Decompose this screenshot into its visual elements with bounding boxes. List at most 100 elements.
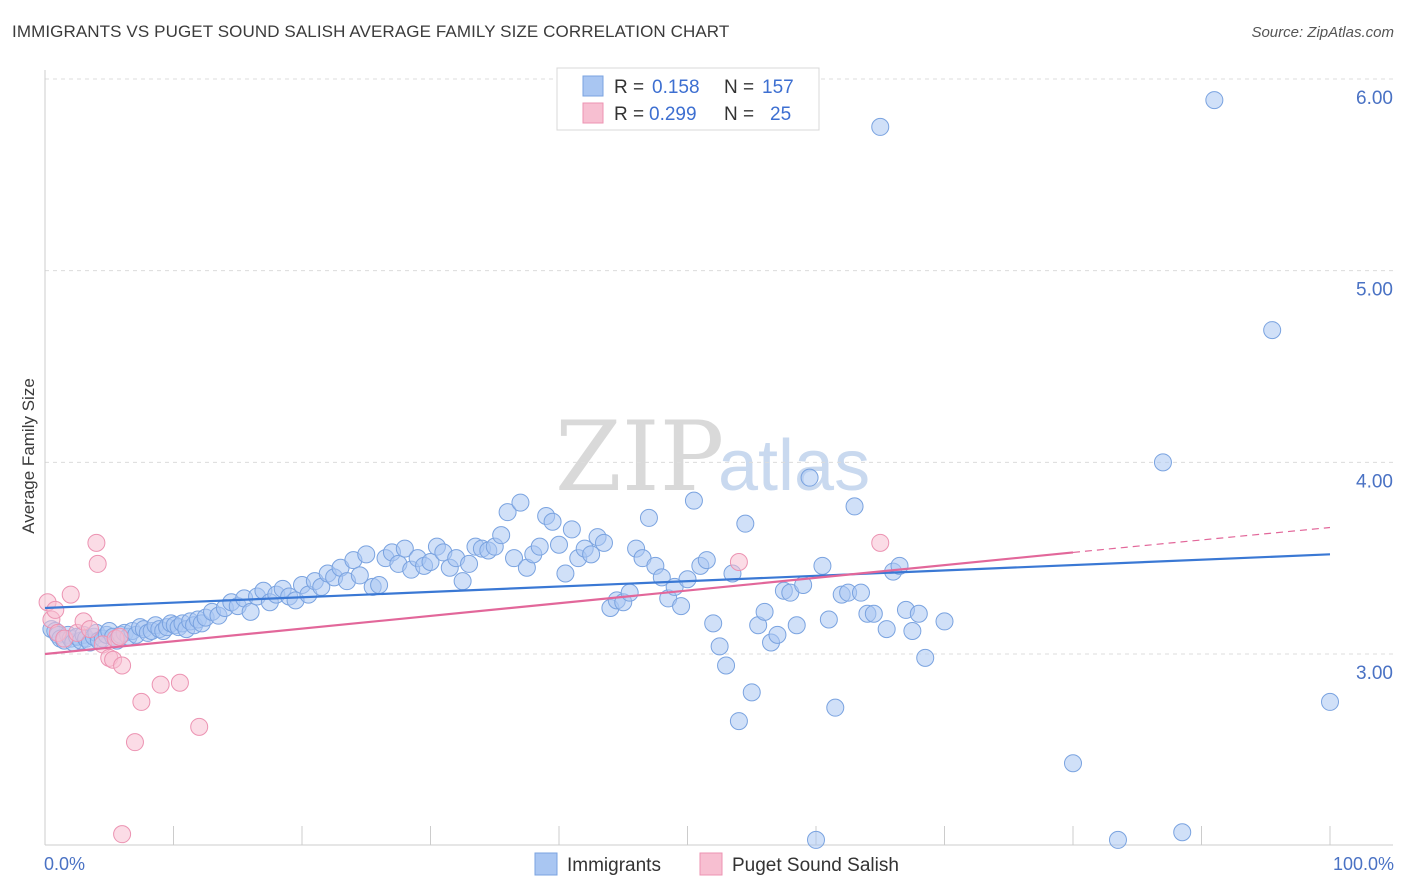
scatter-point <box>170 673 189 692</box>
scatter-point <box>498 503 517 522</box>
y-tick-label: 3.00 <box>1356 663 1393 684</box>
scatter-point <box>710 637 729 656</box>
legend-n-label: N = <box>724 104 754 125</box>
scatter-point <box>113 825 132 844</box>
legend-r-label: R = <box>614 104 644 125</box>
scatter-point <box>935 612 954 631</box>
scatter-point <box>511 493 530 512</box>
y-axis-label: Average Family Size <box>19 378 38 534</box>
scatter-point <box>864 604 883 623</box>
x-tick-labels: 0.0% 100.0% <box>44 854 1394 874</box>
y-tick-label: 5.00 <box>1356 280 1393 301</box>
scatter-point <box>190 717 209 736</box>
scatter-point <box>639 508 658 527</box>
scatter-point <box>1173 823 1192 842</box>
scatter-point <box>909 604 928 623</box>
scatter-point <box>132 692 151 711</box>
scatter-point <box>755 602 774 621</box>
scatter-point <box>151 675 170 694</box>
scatter-point <box>113 656 132 675</box>
scatter-point <box>729 553 748 571</box>
scatter-point <box>241 602 260 621</box>
scatter-point <box>787 616 806 635</box>
scatter-point <box>80 620 99 639</box>
scatter-point <box>800 468 819 487</box>
scatter-point <box>845 497 864 516</box>
scatter-point <box>453 572 472 591</box>
legend-n-value: 25 <box>770 104 791 125</box>
legend-swatch-immigrants <box>582 75 604 97</box>
scatter-point <box>704 614 723 633</box>
scatter-point <box>871 117 890 136</box>
bottom-legend-label-puget-sound-salish: Puget Sound Salish <box>732 855 899 876</box>
scatter-point <box>903 622 922 640</box>
scatter-point <box>550 535 568 554</box>
scatter-point <box>697 551 716 570</box>
series-immigrants-points <box>42 91 1339 849</box>
scatter-point <box>916 648 935 667</box>
legend-n-value: 157 <box>762 77 794 98</box>
scatter-point <box>357 545 376 564</box>
legend-n-label: N = <box>724 77 754 98</box>
x-tick-label-max: 100.0% <box>1333 854 1394 874</box>
scatter-point <box>492 526 511 545</box>
scatter-point <box>826 698 845 717</box>
source-credit: Source: ZipAtlas.com <box>1251 24 1394 41</box>
legend-r-value: 0.158 <box>652 77 700 98</box>
scatter-point <box>88 554 107 573</box>
scatter-point <box>562 520 581 539</box>
scatter-point <box>678 570 697 589</box>
scatter-point <box>851 583 870 602</box>
scatter-point <box>582 545 601 564</box>
scatter-point <box>530 537 549 556</box>
scatter-point <box>813 556 832 575</box>
y-tick-labels: 3.00 4.00 5.00 6.00 <box>1356 88 1393 684</box>
scatter-point <box>1064 754 1082 773</box>
trend-line <box>44 553 1331 610</box>
y-tick-label: 4.00 <box>1356 471 1393 492</box>
scatter-point <box>421 553 440 571</box>
scatter-point <box>1263 321 1282 340</box>
scatter-point <box>1108 830 1127 849</box>
scatter-point <box>505 549 524 568</box>
y-tick-label: 6.00 <box>1356 88 1393 109</box>
scatter-point <box>871 533 890 552</box>
scatter-point <box>1205 91 1224 110</box>
scatter-point <box>370 576 389 594</box>
scatter-point <box>819 610 838 629</box>
scatter-point <box>1321 692 1339 711</box>
scatter-point <box>395 539 414 558</box>
bottom-legend-swatch-puget-sound-salish <box>699 852 723 876</box>
scatter-point <box>61 585 80 604</box>
scatter-point <box>807 830 825 849</box>
bottom-legend-swatch-immigrants <box>534 852 558 876</box>
scatter-point <box>350 566 369 585</box>
chart-title: IMMIGRANTS VS PUGET SOUND SALISH AVERAGE… <box>12 22 730 41</box>
x-tick-label-min: 0.0% <box>44 854 85 874</box>
scatter-point <box>594 533 613 552</box>
watermark: ZIP atlas <box>555 401 870 513</box>
trend-line <box>44 551 1074 656</box>
scatter-point <box>556 564 575 583</box>
axes <box>44 70 1393 846</box>
scatter-point <box>717 656 736 675</box>
bottom-legend-label-immigrants: Immigrants <box>567 855 661 876</box>
scatter-point <box>110 627 129 646</box>
trend-lines <box>44 526 1331 656</box>
legend-swatch-puget-sound-salish <box>582 102 604 124</box>
scatter-point <box>736 514 755 533</box>
legend-r-value: 0.299 <box>649 104 697 125</box>
scatter-point <box>672 597 691 616</box>
scatter-point <box>729 712 748 731</box>
series-puget-sound-salish-points <box>38 533 890 844</box>
scatter-point <box>768 625 787 644</box>
scatter-point <box>684 491 703 510</box>
scatter-point <box>46 600 65 619</box>
watermark-atlas: atlas <box>718 426 870 506</box>
stats-legend: R = 0.158 N = 157 R = 0.299 N = 25 <box>556 67 820 131</box>
legend-r-label: R = <box>614 77 644 98</box>
scatter-point <box>877 620 896 639</box>
gridlines <box>45 78 1393 655</box>
scatter-point <box>460 554 479 573</box>
